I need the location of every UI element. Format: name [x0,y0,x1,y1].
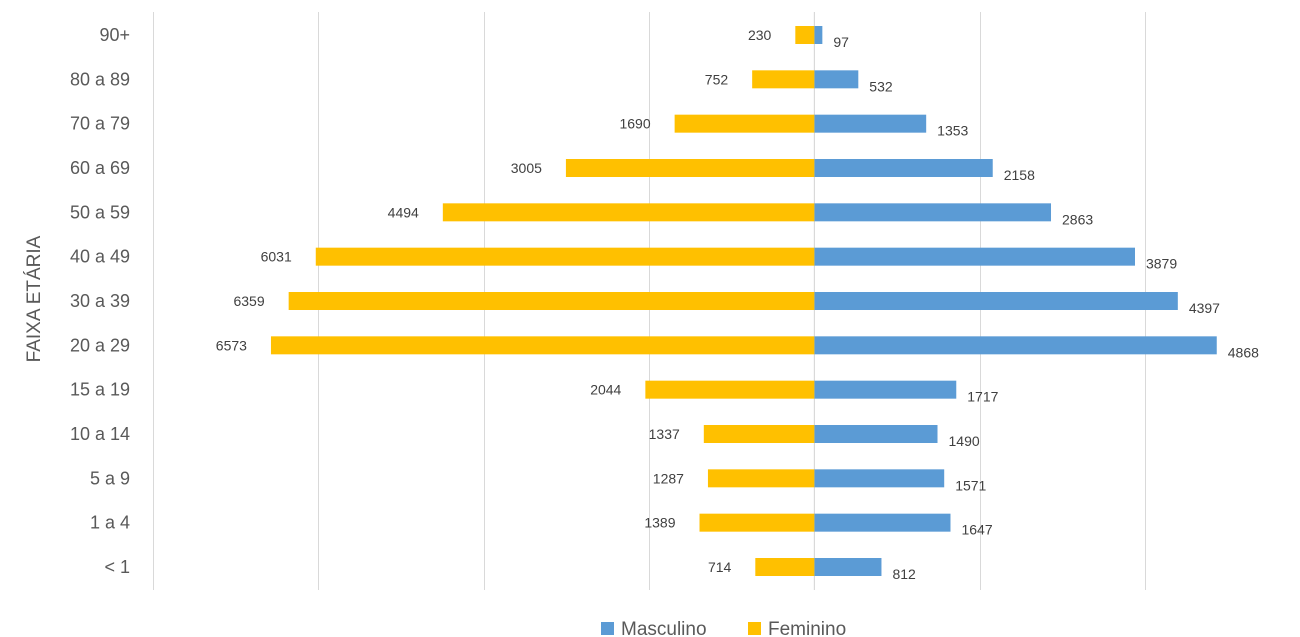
data-label-feminino: 230 [748,27,772,43]
category-label: 15 a 19 [70,380,130,400]
bar-masculino [814,558,882,576]
data-label-masculino: 1571 [955,477,986,493]
category-label: 40 a 49 [70,247,130,267]
bar-masculino [814,203,1052,222]
data-label-masculino: 532 [869,78,893,94]
legend-label-masculino: Masculino [621,619,707,637]
legend-swatch-feminino [748,622,761,635]
legend-swatch-masculino [601,622,614,635]
data-label-masculino: 1717 [967,389,998,405]
bar-masculino [814,247,1135,266]
bar-feminino [707,469,815,488]
bars [270,26,1217,576]
data-label-masculino: 97 [833,34,849,50]
bar-feminino [645,380,815,399]
data-label-masculino: 2863 [1062,211,1093,227]
bar-masculino [814,513,951,532]
category-label: 20 a 29 [70,335,130,355]
data-label-feminino: 2044 [590,382,621,398]
data-label-feminino: 6573 [216,337,247,353]
bar-masculino [814,380,957,399]
category-label: 70 a 79 [70,114,130,134]
bar-feminino [565,159,815,177]
data-label-masculino: 2158 [1004,167,1035,183]
bar-feminino [315,247,815,266]
category-label: 10 a 14 [70,424,130,444]
data-label-feminino: 1287 [653,470,684,486]
bar-masculino [814,425,938,443]
category-label: < 1 [104,557,130,577]
bar-feminino [703,425,815,443]
data-label-masculino: 1647 [961,522,992,538]
bar-feminino [699,513,815,532]
data-label-masculino: 812 [892,566,916,582]
data-label-feminino: 1690 [619,116,650,132]
data-label-masculino: 4397 [1189,300,1220,316]
data-label-masculino: 1353 [937,123,968,139]
data-label-masculino: 4868 [1228,344,1259,360]
bar-masculino [814,469,945,488]
bar-masculino [814,70,859,89]
category-label: 60 a 69 [70,158,130,178]
bar-feminino [442,203,815,222]
category-label: 5 a 9 [90,468,130,488]
bar-feminino [674,114,815,133]
legend-label-feminino: Feminino [768,619,846,637]
y-axis-title: FAIXA ETÁRIA [24,235,45,362]
data-label-feminino: 1337 [649,426,680,442]
category-label: 30 a 39 [70,291,130,311]
data-label-feminino: 1389 [644,515,675,531]
data-label-feminino: 3005 [511,160,542,176]
bar-masculino [814,26,823,44]
bar-feminino [755,558,815,576]
category-label: 1 a 4 [90,513,130,533]
bar-feminino [752,70,815,89]
legend: Masculino Feminino [601,619,846,637]
data-label-feminino: 6031 [261,249,292,265]
bar-masculino [814,114,927,133]
data-labels: 97 230 532 752 1353 1690 2158 3005 2863 4494 3879 6… [216,27,1259,582]
bar-masculino [814,159,993,177]
category-labels: 90+ 80 a 89 70 a 79 60 a 69 50 a 59 40 a 49 30… [70,25,130,577]
category-label: 80 a 89 [70,69,130,89]
bar-masculino [814,336,1217,355]
category-label: 90+ [99,25,130,45]
data-label-feminino: 4494 [388,204,419,220]
bar-feminino [288,292,815,310]
bar-feminino [795,26,815,44]
data-label-masculino: 3879 [1146,256,1177,272]
data-label-feminino: 714 [708,559,732,575]
data-label-feminino: 6359 [233,293,264,309]
data-label-masculino: 1490 [949,433,980,449]
category-label: 50 a 59 [70,202,130,222]
bar-feminino [270,336,815,355]
bar-masculino [814,292,1178,310]
data-label-feminino: 752 [705,71,729,87]
